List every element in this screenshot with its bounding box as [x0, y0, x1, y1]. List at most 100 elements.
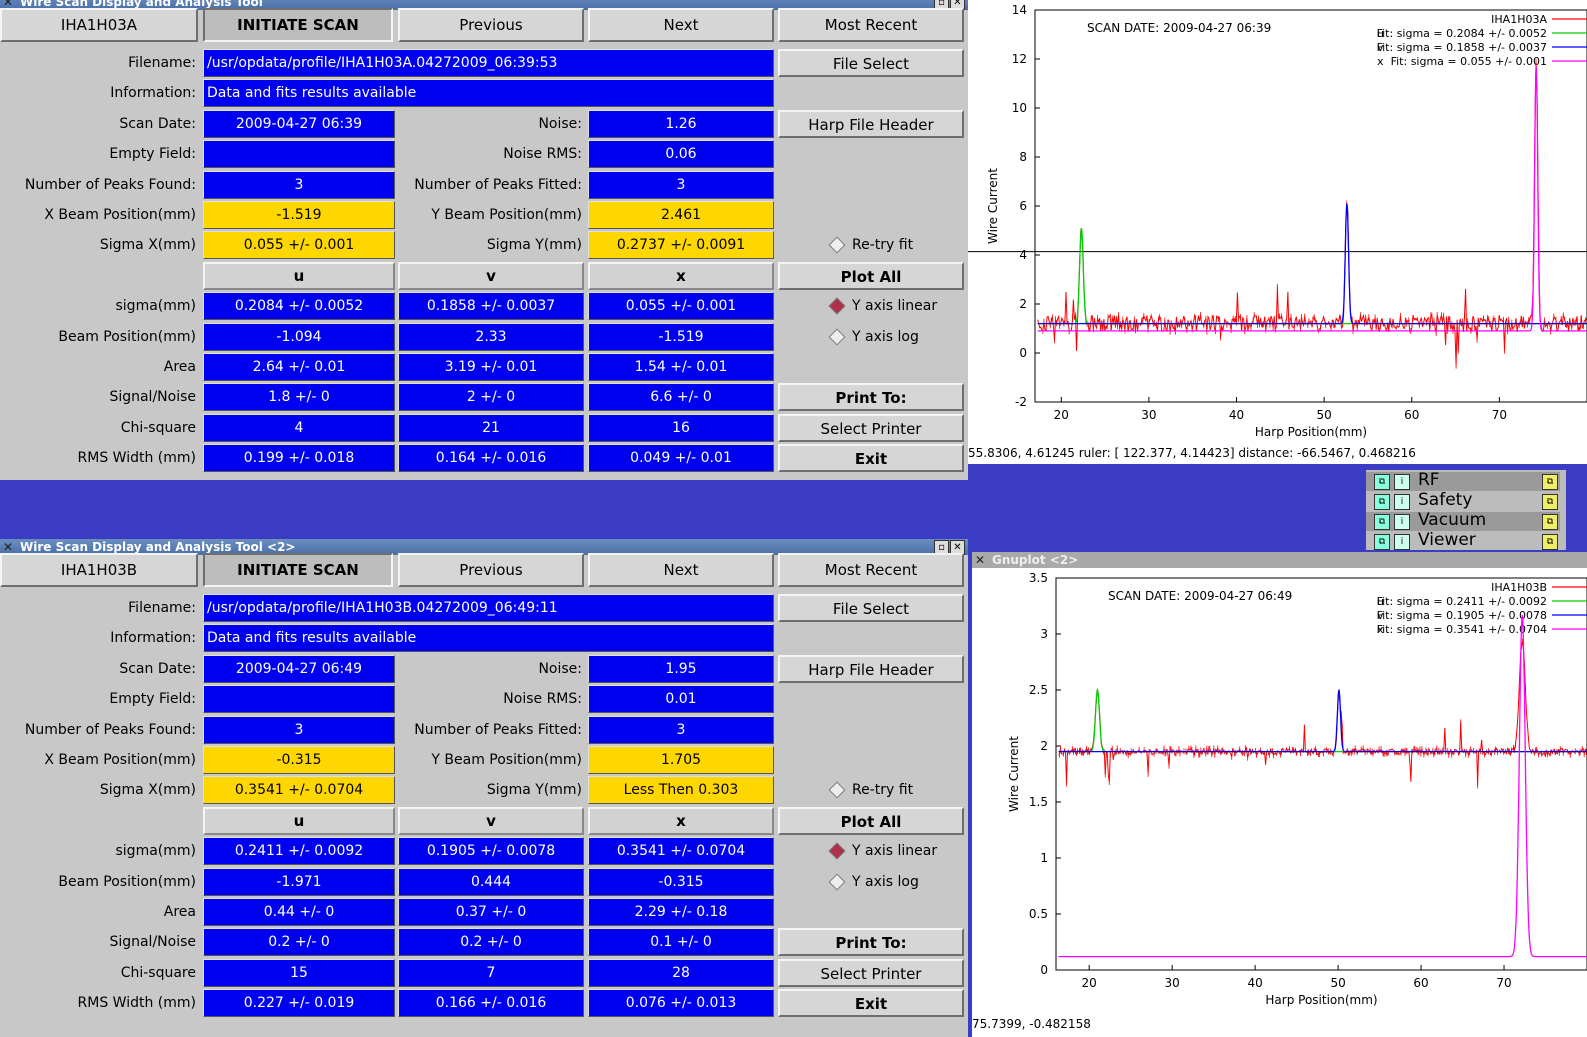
fit-curve-x: [1058, 614, 1587, 958]
scan-date-label: Scan Date:: [119, 116, 196, 132]
data-series-line: [1058, 641, 1587, 786]
sigma-x-field: 0.3541 +/- 0.0704: [203, 776, 395, 804]
plot-titlebar[interactable]: ✕ Gnuplot <2>: [972, 552, 1587, 568]
table-cell: 21: [398, 414, 584, 442]
x-tick-label: 30: [1141, 408, 1156, 422]
y-beam-field: 2.461: [588, 201, 774, 229]
window-titlebar[interactable]: ✕ Wire Scan Display and Analysis Tool <2…: [0, 539, 968, 555]
initiate-scan-button[interactable]: INITIATE SCAN: [203, 553, 393, 587]
window-icon[interactable]: ⧉: [1374, 534, 1390, 550]
legend-symbol: v: [1377, 609, 1384, 622]
retry-fit-radio[interactable]: Re-try fit: [778, 776, 964, 804]
info-icon[interactable]: i: [1394, 534, 1410, 550]
peaks-fitted-label: Number of Peaks Fitted:: [414, 722, 582, 738]
file-select-button[interactable]: File Select: [778, 49, 964, 77]
plot-all-button[interactable]: Plot All: [778, 807, 964, 835]
x-tick-label: 40: [1247, 976, 1262, 990]
y-axis-log-radio[interactable]: Y axis log: [778, 868, 964, 896]
window-title: Wire Scan Display and Analysis Tool: [20, 0, 263, 9]
previous-button[interactable]: Previous: [398, 553, 584, 587]
nav-item-label: Safety: [1418, 490, 1473, 510]
table-cell: 0.199 +/- 0.018: [203, 444, 395, 472]
x-tick-label: 70: [1496, 976, 1511, 990]
open-icon[interactable]: ⧉: [1542, 474, 1558, 490]
peaks-found-label: Number of Peaks Found:: [24, 722, 196, 738]
select-printer-button[interactable]: Select Printer: [778, 959, 964, 987]
harp-file-header-button[interactable]: Harp File Header: [778, 110, 964, 138]
select-printer-button[interactable]: Select Printer: [778, 414, 964, 442]
nav-item-label: Viewer: [1418, 530, 1476, 550]
nav-item-label: Vacuum: [1418, 510, 1487, 530]
exit-button[interactable]: Exit: [778, 444, 964, 472]
x-axis-label: Harp Position(mm): [1255, 425, 1367, 439]
sigma-x-label: Sigma X(mm): [99, 237, 196, 253]
most-recent-button[interactable]: Most Recent: [778, 553, 964, 587]
table-cell: 2.33: [398, 323, 584, 351]
y-beam-field: 1.705: [588, 746, 774, 774]
information-label: Information:: [110, 85, 196, 101]
row-label: Signal/Noise: [109, 389, 196, 405]
peaks-found-field: 3: [203, 716, 395, 744]
window-titlebar[interactable]: ✕ Wire Scan Display and Analysis Tool ▫ …: [0, 0, 968, 10]
table-cell: 4: [203, 414, 395, 442]
y-axis-linear-radio-label: Y axis linear: [852, 843, 938, 859]
y-tick-label: 14: [1012, 3, 1027, 17]
file-select-button[interactable]: File Select: [778, 594, 964, 622]
open-icon[interactable]: ⧉: [1542, 534, 1558, 550]
open-icon[interactable]: ⧉: [1542, 514, 1558, 530]
harp-selector[interactable]: IHA1H03B: [0, 553, 198, 587]
harp-file-header-button[interactable]: Harp File Header: [778, 655, 964, 683]
filename-field[interactable]: /usr/opdata/profile/IHA1H03A.04272009_06…: [203, 49, 774, 77]
x-beam-field: -0.315: [203, 746, 395, 774]
previous-button[interactable]: Previous: [398, 8, 584, 42]
next-button[interactable]: Next: [588, 553, 774, 587]
cursor-status: 75.7399, -0.482158: [972, 1017, 1091, 1031]
exit-button[interactable]: Exit: [778, 989, 964, 1017]
initiate-scan-button[interactable]: INITIATE SCAN: [203, 8, 393, 42]
print-to-button[interactable]: Print To:: [778, 383, 964, 411]
close-x-icon[interactable]: ✕: [3, 0, 14, 9]
table-cell: 0.055 +/- 0.001: [588, 292, 774, 320]
empty-field[interactable]: [203, 140, 395, 168]
nav-item-viewer[interactable]: ⧉ i Viewer ⧉: [1366, 530, 1560, 551]
y-axis-linear-radio[interactable]: Y axis linear: [778, 837, 964, 865]
open-icon[interactable]: ⧉: [1542, 494, 1558, 510]
filename-field[interactable]: /usr/opdata/profile/IHA1H03B.04272009_06…: [203, 594, 774, 622]
harp-selector[interactable]: IHA1H03A: [0, 8, 198, 42]
next-button[interactable]: Next: [588, 8, 774, 42]
close-x-icon[interactable]: ✕: [3, 540, 14, 554]
table-cell: -1.094: [203, 323, 395, 351]
window-icon[interactable]: ⧉: [1374, 494, 1390, 510]
info-icon[interactable]: i: [1394, 474, 1410, 490]
scan-date-label: SCAN DATE: 2009-04-27 06:39: [1087, 21, 1271, 35]
table-cell: 0.37 +/- 0: [398, 898, 584, 926]
close-x-icon[interactable]: ✕: [975, 553, 986, 567]
empty-field-label: Empty Field:: [109, 146, 196, 162]
table-cell: 2 +/- 0: [398, 383, 584, 411]
info-icon[interactable]: i: [1394, 514, 1410, 530]
legend-symbol: x: [1377, 55, 1384, 68]
nav-item-rf[interactable]: ⧉ i RF ⧉: [1366, 470, 1560, 491]
retry-fit-radio[interactable]: Re-try fit: [778, 231, 964, 259]
gnuplot-window-2[interactable]: ✕ Gnuplot <2> 20 30 40 50 60 70 0 0.5 1 1.5 2 2.5 3 3…: [972, 552, 1587, 1037]
nav-item-vacuum[interactable]: ⧉ i Vacuum ⧉: [1366, 510, 1560, 531]
info-icon[interactable]: i: [1394, 494, 1410, 510]
empty-field[interactable]: [203, 685, 395, 713]
y-axis-linear-radio[interactable]: Y axis linear: [778, 292, 964, 320]
legend-label: IHA1H03A: [1491, 13, 1547, 26]
table-cell: 0.2 +/- 0: [203, 928, 395, 956]
window-icon[interactable]: ⧉: [1374, 514, 1390, 530]
wire-current-plot[interactable]: 20 30 40 50 60 70 0 0.5 1 1.5 2 2.5 3 3.5 Harp Positio…: [972, 568, 1587, 1023]
y-axis-log-radio[interactable]: Y axis log: [778, 323, 964, 351]
window-icon[interactable]: ⧉: [1374, 474, 1390, 490]
most-recent-button[interactable]: Most Recent: [778, 8, 964, 42]
scan-date-field: 2009-04-27 06:49: [203, 655, 395, 683]
fit-curve-v: [1058, 689, 1587, 753]
wire-current-plot[interactable]: 20 30 40 50 60 70 -2 0 2 4 6 8 10 12 14 Harp Position(m…: [968, 0, 1587, 448]
cursor-status: 55.8306, 4.61245 ruler: [ 122.377, 4.144…: [968, 446, 1416, 460]
plot-all-button[interactable]: Plot All: [778, 262, 964, 290]
print-to-button[interactable]: Print To:: [778, 928, 964, 956]
gnuplot-window-1[interactable]: 20 30 40 50 60 70 -2 0 2 4 6 8 10 12 14 Harp Position(m…: [968, 0, 1587, 464]
nav-item-safety[interactable]: ⧉ i Safety ⧉: [1366, 490, 1560, 511]
table-cell: 0.227 +/- 0.019: [203, 989, 395, 1017]
